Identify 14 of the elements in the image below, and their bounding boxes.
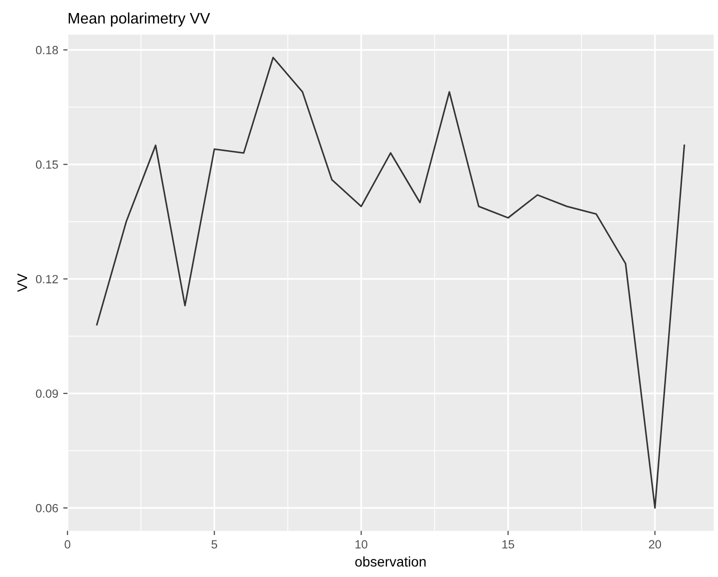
y-tick-label: 0.12 [36, 274, 58, 284]
y-axis-title: VV [17, 274, 28, 292]
line-series [96, 56, 686, 509]
y-tick-label: 0.06 [36, 504, 58, 512]
x-tick-label: 15 [502, 540, 514, 549]
x-tick-label: 10 [356, 540, 368, 549]
y-tick-label: 0.18 [36, 46, 58, 54]
y-tick-label: 0.15 [36, 160, 58, 169]
x-tick-label: 20 [648, 540, 662, 549]
chart-title: Mean polarimetry VV [68, 12, 210, 27]
y-tick-label: 0.09 [36, 389, 58, 398]
x-tick-label: 0 [64, 540, 70, 549]
x-tick-label: 5 [212, 540, 218, 549]
x-axis-title: observation [355, 556, 426, 567]
